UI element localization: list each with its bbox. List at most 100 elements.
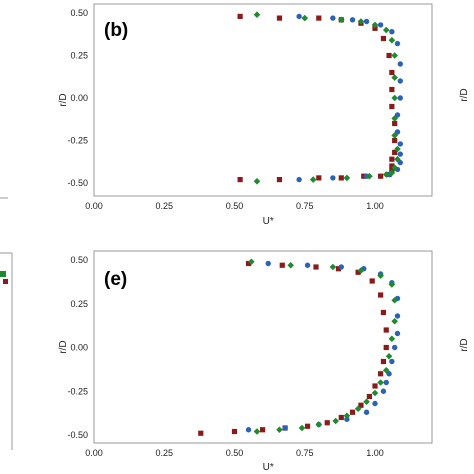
data-point	[332, 417, 339, 425]
y-tick-label: 0.00	[70, 343, 88, 353]
data-point	[389, 156, 395, 162]
x-tick-label: 0.75	[296, 201, 314, 211]
data-point	[392, 137, 398, 144]
data-point	[389, 86, 395, 93]
data-point	[337, 16, 345, 24]
right-panel-bottom-fragment: r/D	[459, 338, 470, 351]
x-tick-label: 0.00	[85, 448, 103, 458]
data-point	[386, 52, 392, 59]
y-axis-label: r/D	[58, 93, 69, 106]
x-tick-label: 0.25	[155, 448, 173, 458]
data-point	[309, 176, 317, 183]
series-diamond	[253, 11, 401, 185]
data-point	[316, 175, 322, 181]
data-point	[391, 52, 398, 59]
series-square	[237, 13, 398, 183]
data-point	[330, 175, 336, 181]
data-point	[363, 409, 370, 415]
data-point	[355, 269, 361, 275]
data-point	[366, 393, 372, 400]
data-point	[287, 261, 294, 269]
y-tick-label: 0.50	[70, 255, 88, 265]
data-point	[394, 155, 401, 163]
data-point	[248, 258, 255, 266]
data-point	[298, 424, 306, 432]
data-point	[304, 423, 311, 429]
data-point	[296, 13, 302, 20]
data-point	[389, 103, 395, 110]
y-axis-label: r/D	[58, 340, 69, 353]
data-point	[389, 69, 395, 76]
y-tick-label: 0.00	[70, 93, 88, 103]
data-point	[377, 379, 384, 386]
data-point	[394, 330, 401, 337]
data-point	[343, 412, 351, 420]
data-point	[377, 272, 384, 280]
data-point	[344, 416, 350, 422]
x-tick-label: 0.00	[85, 201, 103, 211]
data-point	[380, 358, 387, 365]
data-point	[260, 427, 266, 433]
y-tick-label: -0.25	[67, 136, 88, 146]
y-tick-label: -0.25	[67, 386, 88, 396]
data-point	[343, 174, 351, 182]
y-tick-label: -0.50	[67, 178, 88, 188]
data-point	[394, 313, 401, 319]
data-point	[354, 405, 362, 413]
panel-e-chart: 0.00 0.25 0.50 0.75 1.00 0.50 0.25 0.00 -0.25 -0.…	[58, 250, 433, 473]
data-point	[397, 151, 403, 157]
data-point	[397, 159, 403, 166]
data-point	[394, 40, 401, 47]
data-point	[282, 425, 288, 431]
data-point	[388, 335, 396, 343]
data-point	[237, 13, 243, 19]
data-point	[330, 15, 336, 21]
data-point	[397, 61, 403, 67]
data-point	[296, 176, 302, 183]
data-point	[378, 173, 384, 179]
data-point	[324, 420, 330, 426]
data-point	[383, 344, 389, 351]
data-point	[276, 15, 283, 21]
data-point	[304, 262, 311, 268]
data-point	[378, 371, 384, 377]
x-tick-label: 1.00	[366, 448, 384, 458]
data-point	[338, 264, 344, 270]
data-point	[363, 18, 370, 25]
data-point	[383, 327, 389, 333]
data-point	[397, 95, 403, 101]
data-point	[380, 309, 387, 316]
data-point	[253, 178, 261, 185]
data-point	[380, 35, 387, 42]
data-point	[394, 129, 401, 135]
panel-label: (e)	[104, 269, 127, 290]
data-point	[363, 398, 370, 406]
data-point	[372, 400, 378, 407]
panel-label: (b)	[104, 20, 128, 41]
data-point	[389, 29, 395, 35]
data-point	[279, 262, 285, 268]
data-point	[382, 366, 390, 374]
data-point	[386, 371, 392, 377]
series-circle	[296, 13, 403, 183]
x-tick-label: 0.50	[226, 448, 244, 458]
left-fragment-marker	[0, 271, 6, 277]
svg-text:r/D: r/D	[459, 338, 470, 351]
data-point	[391, 164, 398, 171]
data-point	[253, 11, 261, 18]
data-point	[349, 409, 356, 415]
data-point	[338, 175, 344, 181]
data-point	[389, 163, 395, 169]
data-point	[265, 260, 271, 267]
data-point	[237, 177, 243, 183]
data-point	[361, 173, 367, 179]
data-point	[394, 145, 401, 153]
data-point	[253, 428, 261, 435]
data-point	[388, 36, 396, 44]
panel-b-chart: 0.00 0.25 0.50 0.75 1.00 0.50 0.25 0.00 -0.25 -0.…	[58, 3, 433, 227]
data-point	[382, 171, 390, 178]
left-fragment-marker	[3, 279, 8, 284]
plot-frame	[93, 250, 433, 444]
data-point	[377, 22, 384, 28]
data-point	[391, 317, 398, 325]
